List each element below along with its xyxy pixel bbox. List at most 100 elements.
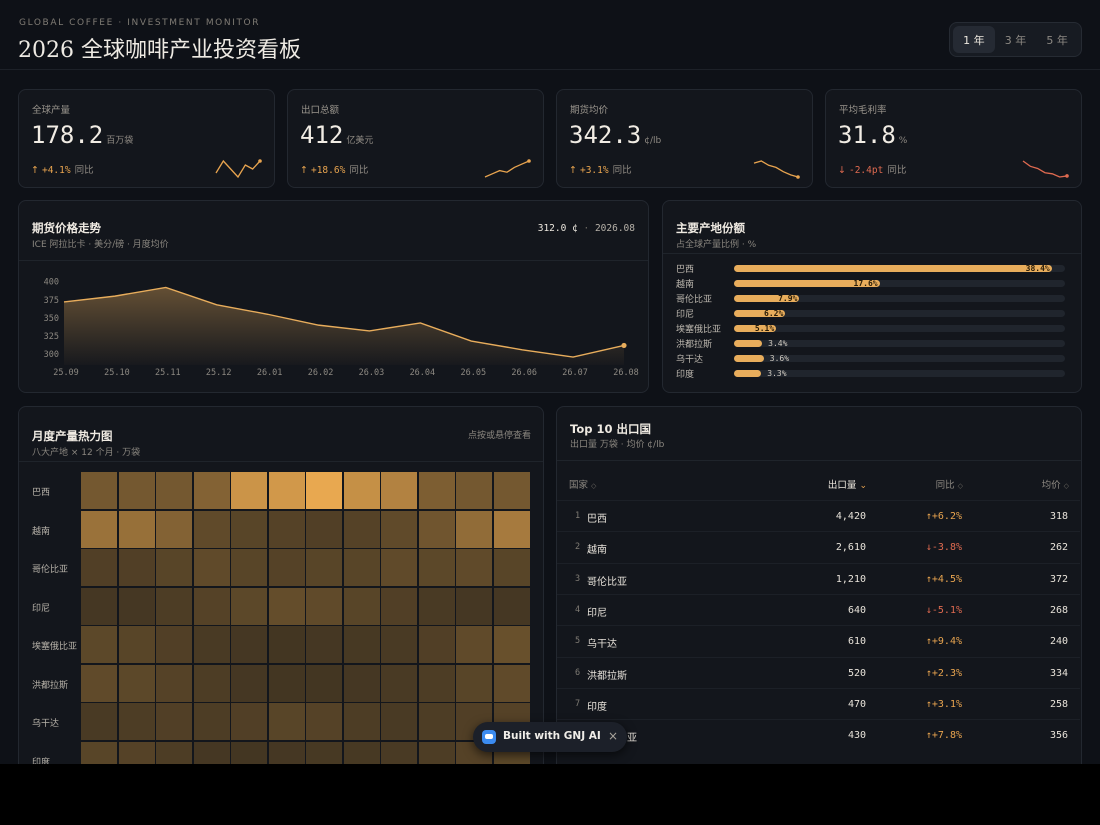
heatmap-cell[interactable] (343, 626, 380, 663)
heatmap-cell[interactable] (156, 741, 192, 764)
heatmap-cell[interactable] (231, 587, 267, 625)
heatmap-cell[interactable] (231, 664, 267, 702)
heatmap-cell[interactable] (81, 549, 117, 586)
heatmap-cell[interactable] (156, 626, 192, 663)
heatmap-cell[interactable] (156, 587, 192, 625)
heatmap-cell[interactable] (156, 703, 192, 740)
table-row[interactable]: 2 越南 2,610 ↓-3.8% 262 (557, 531, 1080, 562)
heatmap-cell[interactable] (81, 587, 117, 625)
heatmap-cell[interactable] (118, 703, 155, 740)
heatmap-cell[interactable] (456, 510, 492, 548)
table-row[interactable]: 6 洪都拉斯 520 ↑+2.3% 334 (557, 656, 1080, 688)
heatmap-cell[interactable] (381, 549, 417, 586)
heatmap-cell[interactable] (193, 587, 230, 625)
heatmap-cell[interactable] (231, 626, 267, 663)
heatmap-cell[interactable] (343, 587, 380, 625)
built-with-toast[interactable]: Built with GNJ AI × (473, 722, 627, 752)
heatmap-cell[interactable] (156, 664, 192, 702)
heatmap-cell[interactable] (456, 587, 492, 625)
heatmap-cell[interactable] (193, 549, 230, 586)
heatmap-cell[interactable] (193, 664, 230, 702)
heatmap-cell[interactable] (231, 472, 267, 509)
heatmap-cell[interactable] (343, 703, 380, 740)
column-header-country[interactable]: 国家 ◇ (569, 480, 597, 491)
heatmap-cell[interactable] (81, 510, 117, 548)
heatmap-cell[interactable] (493, 587, 530, 625)
heatmap-cell[interactable] (343, 510, 380, 548)
heatmap-cell[interactable] (156, 472, 192, 509)
heatmap-cell[interactable] (343, 741, 380, 764)
heatmap-cell[interactable] (493, 664, 530, 702)
heatmap-cell[interactable] (306, 626, 342, 663)
period-5y-button[interactable]: 5 年 (1046, 33, 1068, 47)
column-header-volume[interactable]: 出口量 ⌄ (827, 480, 867, 491)
heatmap-cell[interactable] (456, 626, 492, 663)
heatmap-cell[interactable] (493, 549, 530, 586)
heatmap-cell[interactable] (118, 741, 155, 764)
heatmap-cell[interactable] (231, 703, 267, 740)
heatmap-cell[interactable] (381, 626, 417, 663)
heatmap-cell[interactable] (81, 703, 117, 740)
heatmap-cell[interactable] (418, 510, 455, 548)
heatmap-cell[interactable] (456, 549, 492, 586)
heatmap-cell[interactable] (456, 472, 492, 509)
heatmap-cell[interactable] (268, 587, 305, 625)
table-row[interactable]: 3 哥伦比亚 1,210 ↑+4.5% 372 (557, 562, 1080, 594)
heatmap-cell[interactable] (268, 510, 305, 548)
heatmap-cell[interactable] (493, 510, 530, 548)
heatmap-cell[interactable] (118, 587, 155, 625)
heatmap-cell[interactable] (118, 664, 155, 702)
heatmap-cell[interactable] (418, 626, 455, 663)
heatmap-cell[interactable] (418, 741, 455, 764)
heatmap-cell[interactable] (343, 549, 380, 586)
heatmap-cell[interactable] (381, 472, 417, 509)
heatmap-cell[interactable] (231, 741, 267, 764)
heatmap-cell[interactable] (306, 549, 342, 586)
heatmap-cell[interactable] (81, 664, 117, 702)
heatmap-cell[interactable] (193, 703, 230, 740)
heatmap-cell[interactable] (268, 549, 305, 586)
heatmap-cell[interactable] (81, 472, 117, 509)
table-row[interactable]: 8埃塞俄比亚430↑+7.8%356 (557, 719, 1080, 750)
heatmap-cell[interactable] (381, 741, 417, 764)
heatmap-cell[interactable] (156, 549, 192, 586)
heatmap-cell[interactable] (231, 510, 267, 548)
heatmap-cell[interactable] (306, 703, 342, 740)
column-header-yoy[interactable]: 同比 ◇ (935, 480, 963, 491)
heatmap-cell[interactable] (456, 664, 492, 702)
heatmap-cell[interactable] (418, 664, 455, 702)
heatmap-cell[interactable] (418, 549, 455, 586)
heatmap-cell[interactable] (118, 510, 155, 548)
heatmap-cell[interactable] (156, 510, 192, 548)
heatmap-cell[interactable] (493, 472, 530, 509)
heatmap-cell[interactable] (118, 472, 155, 509)
close-icon[interactable]: × (608, 729, 619, 743)
heatmap-cell[interactable] (381, 703, 417, 740)
heatmap-cell[interactable] (306, 664, 342, 702)
heatmap-cell[interactable] (81, 626, 117, 663)
heatmap-cell[interactable] (343, 664, 380, 702)
heatmap-cell[interactable] (268, 626, 305, 663)
heatmap-cell[interactable] (343, 472, 380, 509)
heatmap-cell[interactable] (306, 472, 342, 509)
heatmap-cell[interactable] (118, 626, 155, 663)
table-row[interactable]: 1 巴西 4,420 ↑+6.2% 318 (557, 500, 1080, 531)
heatmap-cell[interactable] (306, 587, 342, 625)
table-row[interactable]: 4 印尼 640 ↓-5.1% 268 (557, 593, 1080, 625)
heatmap-cell[interactable] (381, 664, 417, 702)
heatmap-cell[interactable] (418, 703, 455, 740)
heatmap-cell[interactable] (81, 741, 117, 764)
table-row[interactable]: 5 乌干达 610 ↑+9.4% 240 (557, 625, 1080, 656)
heatmap-cell[interactable] (418, 587, 455, 625)
heatmap-cell[interactable] (306, 741, 342, 764)
heatmap-cell[interactable] (268, 664, 305, 702)
heatmap-cell[interactable] (418, 472, 455, 509)
period-1y-button[interactable]: 1 年 (953, 26, 995, 53)
heatmap-cell[interactable] (306, 510, 342, 548)
heatmap-cell[interactable] (118, 549, 155, 586)
heatmap-cell[interactable] (493, 626, 530, 663)
column-header-price[interactable]: 均价 ◇ (1041, 480, 1069, 491)
heatmap-cell[interactable] (193, 472, 230, 509)
heatmap-cell[interactable] (268, 472, 305, 509)
table-row[interactable]: 7 印度 470 ↑+3.1% 258 (557, 687, 1080, 719)
